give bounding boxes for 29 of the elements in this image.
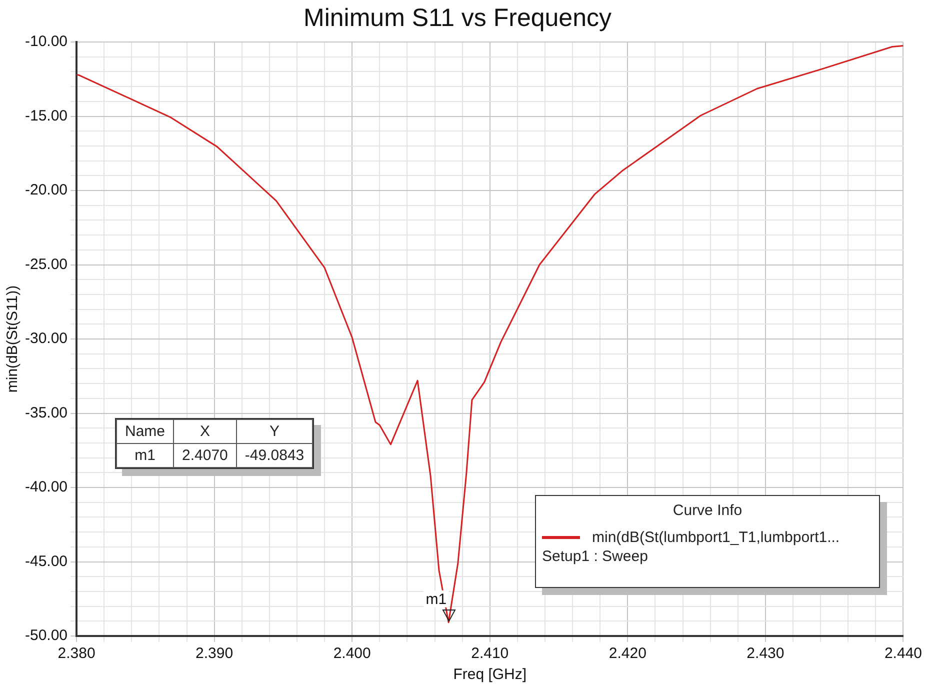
y-tick-label: -15.00: [24, 107, 68, 124]
annotation: -49.0843: [236, 444, 313, 468]
y-tick-label: -40.00: [24, 478, 68, 496]
x-tick-label: 2.420: [608, 645, 646, 662]
x-tick-label: 2.380: [58, 645, 96, 662]
y-tick-label: -45.00: [24, 552, 68, 570]
annotation: Name: [116, 420, 174, 444]
x-tick-label: 2.430: [746, 645, 784, 662]
y-tick-label: -25.00: [24, 256, 68, 273]
annotation: X: [174, 420, 236, 444]
x-tick-label: 2.410: [471, 645, 509, 662]
annotation: m1: [426, 591, 447, 608]
chart-title: Minimum S11 vs Frequency: [304, 4, 612, 32]
annotation: 2.4070: [174, 444, 236, 468]
legend-title: Curve Info: [672, 501, 744, 521]
x-tick-label: 2.400: [333, 645, 371, 662]
y-tick-label: -10.00: [24, 33, 68, 50]
y-axis-title: min(dB(St(S11)): [4, 285, 22, 393]
annotation: Setup1 : Sweep: [541, 547, 649, 567]
legend-label: min(dB(St(lumbport1_T1,lumbport1...: [592, 529, 840, 546]
annotation: Y: [236, 420, 313, 444]
y-tick-label: -50.00: [24, 627, 68, 644]
y-tick-label: -30.00: [24, 330, 68, 348]
x-tick-label: 2.440: [884, 645, 922, 662]
y-tick-label: -35.00: [24, 404, 68, 422]
x-axis-title: Freq [GHz]: [453, 666, 527, 684]
annotation: m1: [116, 444, 174, 468]
x-tick-label: 2.390: [196, 645, 234, 662]
y-tick-label: -20.00: [24, 182, 68, 199]
